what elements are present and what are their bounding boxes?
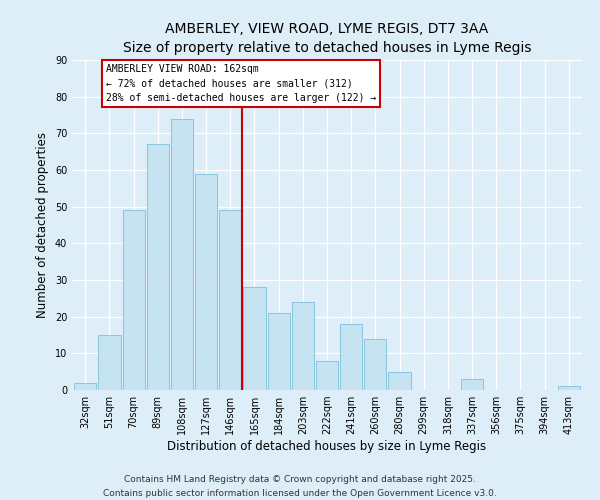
Bar xyxy=(244,288,266,390)
Bar xyxy=(364,338,386,390)
Bar xyxy=(74,382,97,390)
Bar xyxy=(268,313,290,390)
Bar xyxy=(219,210,241,390)
Text: Contains HM Land Registry data © Crown copyright and database right 2025.
Contai: Contains HM Land Registry data © Crown c… xyxy=(103,476,497,498)
Bar xyxy=(461,379,483,390)
Y-axis label: Number of detached properties: Number of detached properties xyxy=(36,132,49,318)
X-axis label: Distribution of detached houses by size in Lyme Regis: Distribution of detached houses by size … xyxy=(167,440,487,453)
Bar xyxy=(171,118,193,390)
Title: AMBERLEY, VIEW ROAD, LYME REGIS, DT7 3AA
Size of property relative to detached h: AMBERLEY, VIEW ROAD, LYME REGIS, DT7 3AA… xyxy=(123,22,531,54)
Bar xyxy=(98,335,121,390)
Bar xyxy=(122,210,145,390)
Bar xyxy=(388,372,410,390)
Bar xyxy=(292,302,314,390)
Text: AMBERLEY VIEW ROAD: 162sqm
← 72% of detached houses are smaller (312)
28% of sem: AMBERLEY VIEW ROAD: 162sqm ← 72% of deta… xyxy=(106,64,376,104)
Bar xyxy=(195,174,217,390)
Bar xyxy=(316,360,338,390)
Bar xyxy=(340,324,362,390)
Bar xyxy=(557,386,580,390)
Bar xyxy=(146,144,169,390)
